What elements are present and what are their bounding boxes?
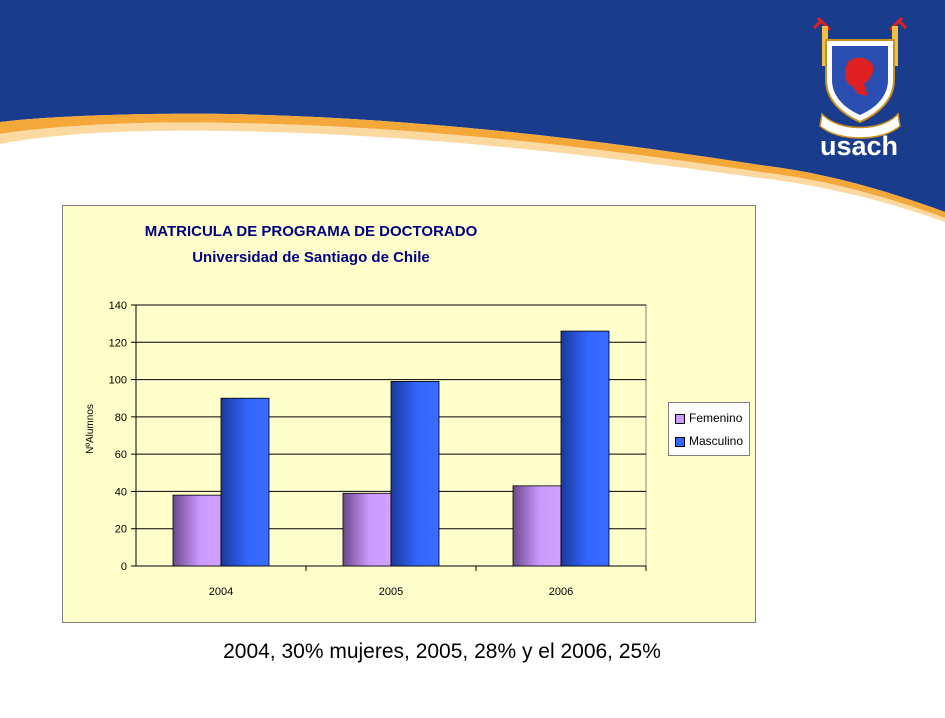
bar-masculino-2004 — [220, 397, 270, 567]
y-tick-label: 100 — [109, 375, 127, 387]
chart-legend: Femenino Masculino — [668, 402, 750, 456]
legend-label-masculino: Masculino — [689, 434, 744, 448]
legend-swatch-femenino — [675, 413, 685, 424]
chart-area: MATRICULA DE PROGRAMA DE DOCTORADO Unive… — [62, 205, 756, 623]
bar-masculino-2005 — [390, 381, 440, 567]
x-tick-label: 2006 — [549, 586, 573, 598]
legend-swatch-masculino — [675, 436, 685, 447]
x-tick-label: 2005 — [379, 586, 403, 598]
bar-femenino-2004 — [172, 494, 222, 567]
bar-femenino-2005 — [342, 492, 392, 567]
plot-area: 0 20 40 60 80 100 120 140 2004 2005 2006 — [109, 300, 647, 598]
bar-femenino-2006 — [512, 485, 562, 567]
y-tick-label: 40 — [115, 486, 127, 498]
university-crest-icon — [812, 16, 908, 139]
header-banner — [0, 0, 945, 222]
brand-name: usach — [819, 131, 899, 161]
y-axis-label: NºAlumnos — [85, 404, 96, 454]
chart-title: MATRICULA DE PROGRAMA DE DOCTORADO — [145, 223, 478, 240]
legend-label-femenino: Femenino — [689, 411, 743, 425]
y-tick-label: 0 — [121, 561, 127, 573]
y-tick-label: 120 — [109, 337, 127, 349]
chart-subtitle: Universidad de Santiago de Chile — [192, 249, 430, 266]
legend-item-masculino: Masculino — [675, 433, 743, 449]
y-tick-label: 80 — [115, 412, 127, 424]
bar-chart: MATRICULA DE PROGRAMA DE DOCTORADO Unive… — [85, 223, 647, 598]
slide-caption: 2004, 30% mujeres, 2005, 28% y el 2006, … — [223, 640, 661, 663]
y-tick-label: 60 — [115, 449, 127, 461]
y-tick-label: 140 — [109, 300, 127, 312]
y-tick-label: 20 — [115, 524, 127, 536]
x-tick-label: 2004 — [209, 586, 233, 598]
legend-item-femenino: Femenino — [675, 410, 742, 426]
bar-masculino-2006 — [560, 330, 610, 567]
